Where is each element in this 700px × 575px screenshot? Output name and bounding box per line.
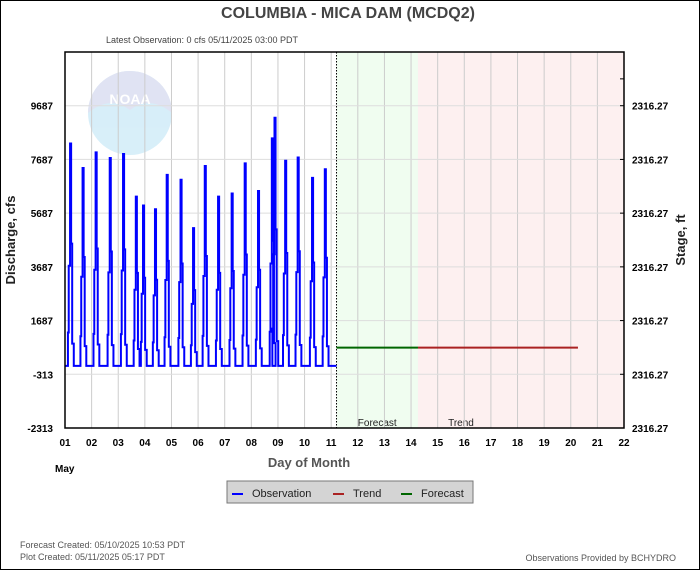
- latest-observation: Latest Observation: 0 cfs 05/11/2025 03:…: [106, 35, 298, 45]
- x-tick-label: 22: [618, 438, 630, 449]
- y-right-tick-label: 2316.27: [632, 317, 669, 328]
- y-right-tick-label: 2316.27: [632, 209, 669, 220]
- x-tick-label: 18: [512, 438, 524, 449]
- y-right-tick-label: 2316.27: [632, 370, 669, 381]
- logo-text: NOAA: [109, 91, 150, 107]
- y-tick-label: -313: [33, 370, 53, 381]
- legend-forecast: Forecast: [421, 488, 464, 500]
- plot-frame: [64, 51, 625, 429]
- plot-created: Plot Created: 05/11/2025 05:17 PDT: [20, 552, 165, 562]
- y-tick-label: -2313: [27, 424, 53, 435]
- y-tick-label: 5687: [31, 209, 54, 220]
- x-tick-label: 12: [352, 438, 364, 449]
- y-right-tick-label: 2316.27: [632, 263, 669, 274]
- y-right-tick-label: 2316.27: [632, 155, 669, 166]
- x-tick-label: 03: [113, 438, 125, 449]
- x-tick-label: 07: [219, 438, 231, 449]
- legend-swatch-forecast: [401, 493, 412, 495]
- x-tick-label: 17: [485, 438, 497, 449]
- observations-provider: Observations Provided by BCHYDRO: [525, 553, 676, 563]
- y-right-tick-label: 2316.27: [632, 102, 669, 113]
- x-axis-month: May: [55, 464, 75, 475]
- legend-trend: Trend: [353, 488, 381, 500]
- region-forecast: [336, 52, 418, 428]
- legend: Observation Trend Forecast: [226, 480, 474, 504]
- x-tick-label: 06: [193, 438, 205, 449]
- x-tick-label: 20: [565, 438, 577, 449]
- x-tick-label: 21: [592, 438, 604, 449]
- forecast-created: Forecast Created: 05/10/2025 10:53 PDT: [20, 540, 186, 550]
- x-tick-label: 11: [326, 438, 337, 449]
- legend-swatch-observation: [232, 493, 243, 495]
- x-tick-label: 05: [166, 438, 178, 449]
- x-tick-label: 09: [272, 438, 284, 449]
- x-tick-label: 01: [59, 438, 71, 449]
- y-right-axis-label: Stage, ft: [673, 214, 688, 266]
- region-trend: [417, 52, 624, 428]
- y-tick-label: 9687: [31, 102, 54, 113]
- y-axis-label: Discharge, cfs: [3, 196, 18, 285]
- observation-line: [65, 116, 337, 367]
- x-axis-label: Day of Month: [268, 455, 350, 470]
- y-tick-label: 3687: [31, 263, 54, 274]
- x-tick-label: 04: [139, 438, 151, 449]
- x-tick-label: 02: [86, 438, 98, 449]
- chart-title: COLUMBIA - MICA DAM (MCDQ2): [221, 5, 475, 22]
- region-label-forecast: Forecast: [358, 418, 397, 429]
- x-tick-label: 16: [459, 438, 471, 449]
- y-tick-label: 7687: [31, 155, 54, 166]
- x-tick-label: 15: [432, 438, 444, 449]
- x-tick-label: 19: [539, 438, 551, 449]
- x-tick-label: 13: [379, 438, 391, 449]
- x-tick-label: 10: [299, 438, 311, 449]
- legend-swatch-trend: [333, 493, 344, 495]
- noaa-logo: NOAA: [88, 71, 172, 155]
- legend-box: [226, 480, 474, 504]
- x-tick-label: 14: [405, 438, 417, 449]
- x-tick-label: 08: [246, 438, 258, 449]
- y-right-tick-label: 2316.27: [632, 424, 669, 435]
- region-label-trend: Trend: [448, 418, 474, 429]
- y-tick-label: 1687: [31, 317, 54, 328]
- legend-observation: Observation: [252, 488, 311, 500]
